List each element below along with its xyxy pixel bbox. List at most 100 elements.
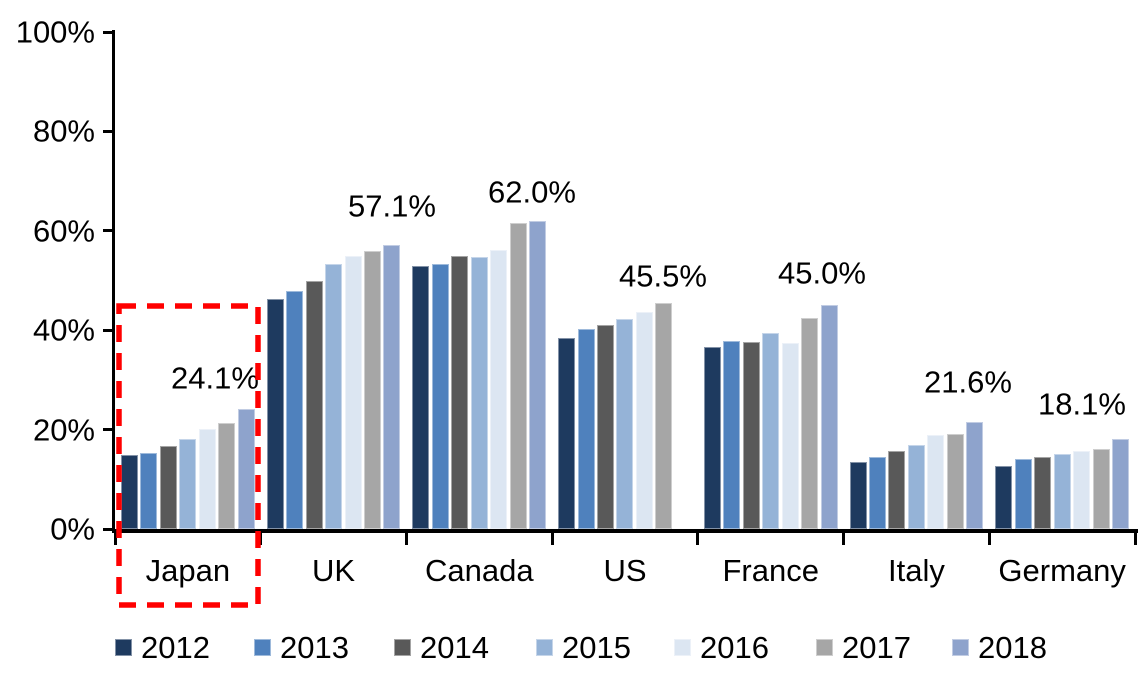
bar-italy-2016: [927, 434, 945, 529]
legend-item-2015: 2015: [536, 629, 631, 665]
bar-japan-2013: [140, 453, 158, 529]
data-label-45.5pct: 45.5%: [619, 258, 707, 294]
bar-us-2014: [597, 324, 615, 529]
bar-france-2015: [762, 333, 780, 529]
x-axis-tick: [987, 531, 991, 545]
legend-item-2013: 2013: [254, 632, 349, 663]
bar-france-2018: [820, 305, 838, 529]
bar-italy-2014: [888, 451, 906, 529]
bar-us-2017: [655, 302, 673, 529]
bar-italy-2018: [966, 421, 984, 529]
bar-france-2017: [801, 318, 819, 529]
bar-germany-2017: [1092, 448, 1110, 529]
legend-swatch-2013: [254, 638, 271, 656]
data-label-57.1pct: 57.1%: [348, 188, 436, 224]
x-axis: [112, 529, 1138, 533]
y-axis-tick: [103, 229, 115, 233]
bar-japan-2016: [198, 428, 216, 529]
x-label-canada: Canada: [424, 553, 534, 588]
bar-italy-2015: [907, 444, 925, 529]
bar-japan-2012: [121, 454, 138, 529]
x-label-italy: Italy: [887, 553, 945, 588]
data-label-18.1pct: 18.1%: [1038, 386, 1126, 422]
bar-canada-2017: [509, 222, 527, 529]
bar-germany-2015: [1053, 454, 1071, 529]
legend-label-2018: 2018: [978, 629, 1047, 665]
bar-germany-2013: [1014, 458, 1032, 529]
bar-uk-2015: [325, 263, 343, 529]
bar-italy-2012: [849, 462, 867, 529]
x-axis-tick: [1133, 531, 1137, 545]
x-axis-tick: [550, 531, 554, 545]
x-axis-tick: [696, 531, 700, 545]
data-label-24.1pct: 24.1%: [171, 360, 259, 396]
legend-swatch-2014: [394, 638, 411, 656]
y-axis-tick: [103, 328, 115, 332]
y-axis-tick: [103, 129, 115, 133]
bar-germany-2014: [1034, 456, 1052, 529]
x-axis-tick: [404, 531, 408, 545]
y-axis: [112, 30, 115, 531]
bar-germany-2012: [995, 465, 1013, 529]
bar-uk-2012: [266, 298, 284, 529]
legend-label-2017: 2017: [842, 629, 911, 665]
x-axis-tick: [259, 531, 263, 545]
bar-canada-2015: [470, 256, 488, 529]
y-axis-label: 60%: [32, 213, 95, 249]
x-label-us: US: [603, 553, 647, 588]
bar-uk-2017: [363, 250, 381, 529]
bar-france-2013: [723, 341, 741, 529]
x-label-uk: UK: [312, 553, 356, 588]
bar-italy-2013: [869, 457, 887, 529]
legend-item-2017: 2017: [816, 629, 911, 665]
bar-canada-2013: [431, 263, 449, 529]
bar-canada-2016: [490, 249, 508, 529]
legend-label-2016: 2016: [700, 629, 769, 665]
bar-canada-2014: [451, 255, 469, 529]
data-label-62.0pct: 62.0%: [488, 174, 576, 210]
bar-germany-2016: [1073, 450, 1091, 529]
legend-swatch-2017: [816, 638, 833, 656]
bar-france-2012: [703, 346, 721, 529]
bar-uk-2016: [344, 255, 362, 529]
bar-germany-2018: [1111, 439, 1129, 529]
bar-us-2015: [616, 318, 634, 529]
bar-italy-2017: [946, 433, 964, 529]
legend-label-2014: 2014: [420, 629, 489, 665]
x-label-japan: Japan: [145, 553, 231, 588]
legend-item-2012: 2012: [115, 629, 210, 665]
bar-japan-2015: [179, 438, 197, 529]
x-label-germany: Germany: [998, 553, 1126, 588]
data-label-45.0pct: 45.0%: [778, 255, 866, 291]
y-axis-label: 80%: [32, 113, 95, 149]
legend-item-2014: 2014: [394, 629, 489, 665]
bar-uk-2013: [286, 291, 304, 529]
bar-us-2012: [558, 337, 576, 529]
legend-label-2015: 2015: [562, 629, 631, 665]
legend-item-2018: 2018: [952, 629, 1047, 665]
legend-item-2016: 2016: [674, 629, 769, 665]
y-axis-label: 100%: [15, 14, 95, 50]
bar-france-2016: [781, 342, 799, 529]
y-axis-label: 40%: [32, 312, 95, 348]
y-axis-label: 0%: [50, 511, 95, 547]
bar-canada-2018: [529, 220, 547, 529]
bar-us-2013: [577, 329, 595, 529]
bar-japan-2017: [218, 422, 236, 529]
y-axis-tick: [103, 428, 115, 432]
legend-label-2012: 2012: [141, 629, 210, 665]
legend-swatch-2016: [674, 638, 691, 656]
bar-japan-2018: [237, 409, 255, 529]
bar-us-2016: [635, 311, 653, 529]
data-label-21.6pct: 21.6%: [924, 364, 1012, 400]
legend-swatch-2015: [536, 638, 553, 656]
legend-swatch-2018: [952, 638, 969, 656]
x-axis-tick: [842, 531, 846, 545]
y-axis-label: 20%: [32, 412, 95, 448]
bar-uk-2018: [383, 245, 401, 529]
y-axis-tick: [103, 527, 115, 531]
bar-france-2014: [742, 341, 760, 529]
bar-canada-2012: [412, 265, 430, 529]
x-label-france: France: [722, 553, 819, 588]
